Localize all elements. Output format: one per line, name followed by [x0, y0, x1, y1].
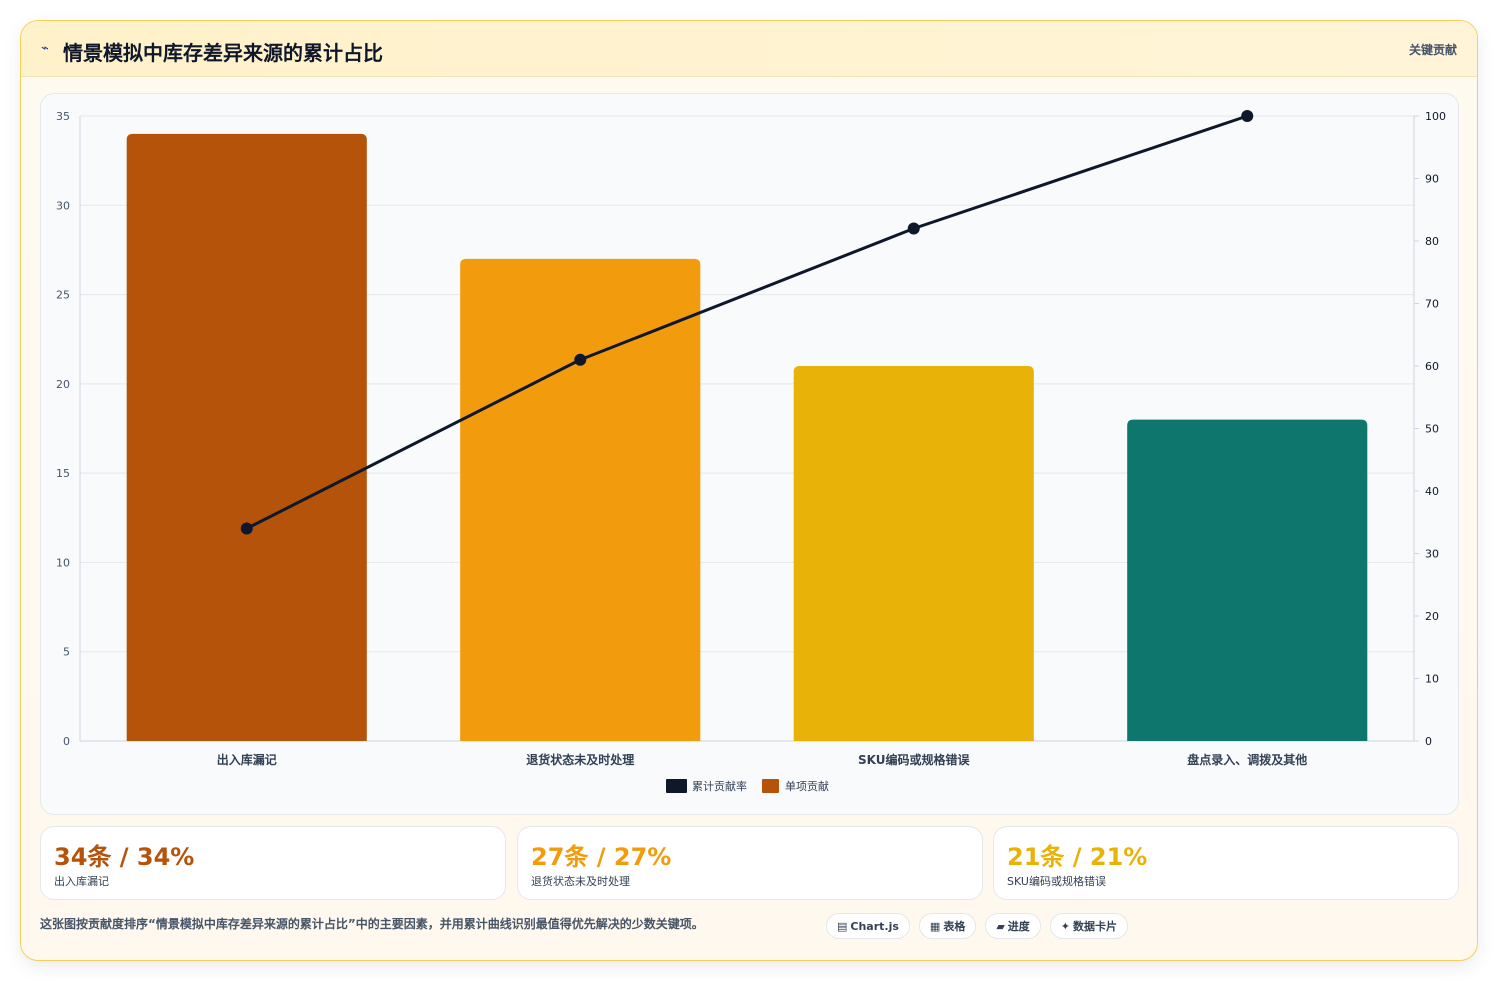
stat-value: 21条 / 21% — [1007, 843, 1148, 871]
x-tick-label: 出入库漏记 — [217, 752, 277, 767]
chart-panel: 0 5 10 15 20 25 30 35 0 10 20 30 40 50 60 70 80 90 100 出入库漏… — [40, 93, 1459, 815]
progress-icon: ▰ — [996, 919, 1005, 933]
stat-label: SKU编码或规格错误 — [1007, 875, 1106, 888]
stat-value: 27条 / 27% — [531, 843, 672, 871]
cumulative-line — [246, 114, 1248, 530]
cumulative-point — [574, 353, 587, 366]
stat-value: 34条 / 34% — [54, 843, 195, 871]
stat-label: 退货状态未及时处理 — [531, 875, 630, 888]
y-right-tick-label: 50 — [1425, 423, 1439, 436]
pill-label: 表格 — [943, 920, 966, 933]
cumulative-point — [240, 522, 253, 535]
y-left-tick-label: 30 — [56, 199, 70, 212]
y-right-tick-label: 20 — [1425, 610, 1439, 623]
y-right-tick-label: 80 — [1425, 235, 1439, 248]
legend-swatch-line — [666, 779, 687, 793]
pill-table[interactable]: ▦ 表格 — [918, 913, 977, 939]
cumulative-point — [1241, 110, 1254, 122]
y-left-tick-label: 35 — [56, 110, 70, 123]
y-right-tick-label: 90 — [1425, 173, 1439, 186]
legend-swatch-bar — [762, 779, 779, 793]
y-left-tick-label: 5 — [63, 646, 70, 659]
bar — [460, 258, 701, 741]
stat-card-1: 34条 / 34% 出入库漏记 — [40, 826, 506, 900]
pill-label: 数据卡片 — [1073, 920, 1118, 933]
y-left-tick-label: 25 — [56, 289, 70, 302]
y-right-tick-label: 70 — [1425, 298, 1439, 311]
pill-progress[interactable]: ▰ 进度 — [985, 913, 1041, 939]
pill-label: 进度 — [1007, 920, 1030, 933]
chart-title: 情景模拟中库存差异来源的累计占比 — [63, 41, 383, 65]
pill-label: Chart.js — [850, 919, 899, 933]
card-header: ⌁ 情景模拟中库存差异来源的累计占比 关键贡献 — [21, 21, 1477, 77]
bar — [793, 366, 1034, 741]
y-left-tick-label: 15 — [56, 467, 70, 480]
legend-label: 累计贡献率 — [692, 779, 747, 793]
y-right-tick-label: 40 — [1425, 485, 1439, 498]
y-right-tick-label: 10 — [1425, 673, 1439, 686]
chart-icon: ▤ — [837, 919, 848, 933]
y-left-tick-label: 0 — [63, 735, 70, 748]
cumulative-point — [907, 222, 920, 235]
y-right-tick-label: 100 — [1425, 110, 1446, 123]
table-icon: ▦ — [929, 919, 941, 933]
pill-data-card[interactable]: ✦ 数据卡片 — [1049, 913, 1129, 939]
trend-icon: ⌁ — [41, 41, 49, 56]
bar — [1127, 419, 1368, 741]
stat-card-3: 21条 / 21% SKU编码或规格错误 — [993, 826, 1459, 900]
x-tick-label: 退货状态未及时处理 — [526, 752, 634, 767]
y-right-tick-label: 60 — [1425, 360, 1439, 373]
pill-chartjs[interactable]: ▤ Chart.js — [826, 913, 910, 939]
x-tick-label: SKU编码或规格错误 — [858, 752, 970, 767]
header-tag: 关键贡献 — [1408, 43, 1457, 57]
stat-card-2: 27条 / 27% 退货状态未及时处理 — [517, 826, 983, 900]
y-right-tick-label: 30 — [1425, 548, 1439, 561]
footer-note: 这张图按贡献度排序“情景模拟中库存差异来源的累计占比”中的主要因素，并用累计曲线… — [40, 917, 704, 931]
stat-label: 出入库漏记 — [54, 875, 109, 888]
pareto-chart: 0 5 10 15 20 25 30 35 0 10 20 30 40 50 60 70 80 90 100 出入库漏… — [56, 110, 1446, 793]
y-left-tick-label: 20 — [56, 378, 70, 391]
feature-pills: ▤ Chart.js ▦ 表格 ▰ 进度 ✦ 数据卡片 — [826, 913, 1129, 939]
y-left-tick-label: 10 — [56, 556, 70, 569]
x-tick-label: 盘点录入、调拨及其他 — [1187, 752, 1307, 767]
card-icon: ✦ — [1060, 919, 1071, 933]
legend-label: 单项贡献 — [785, 779, 829, 793]
y-right-tick-label: 0 — [1425, 735, 1432, 748]
chart-card: ⌁ 情景模拟中库存差异来源的累计占比 关键贡献 0 5 10 15 20 25 30 35 0 1… — [20, 20, 1478, 961]
bar — [126, 133, 367, 741]
